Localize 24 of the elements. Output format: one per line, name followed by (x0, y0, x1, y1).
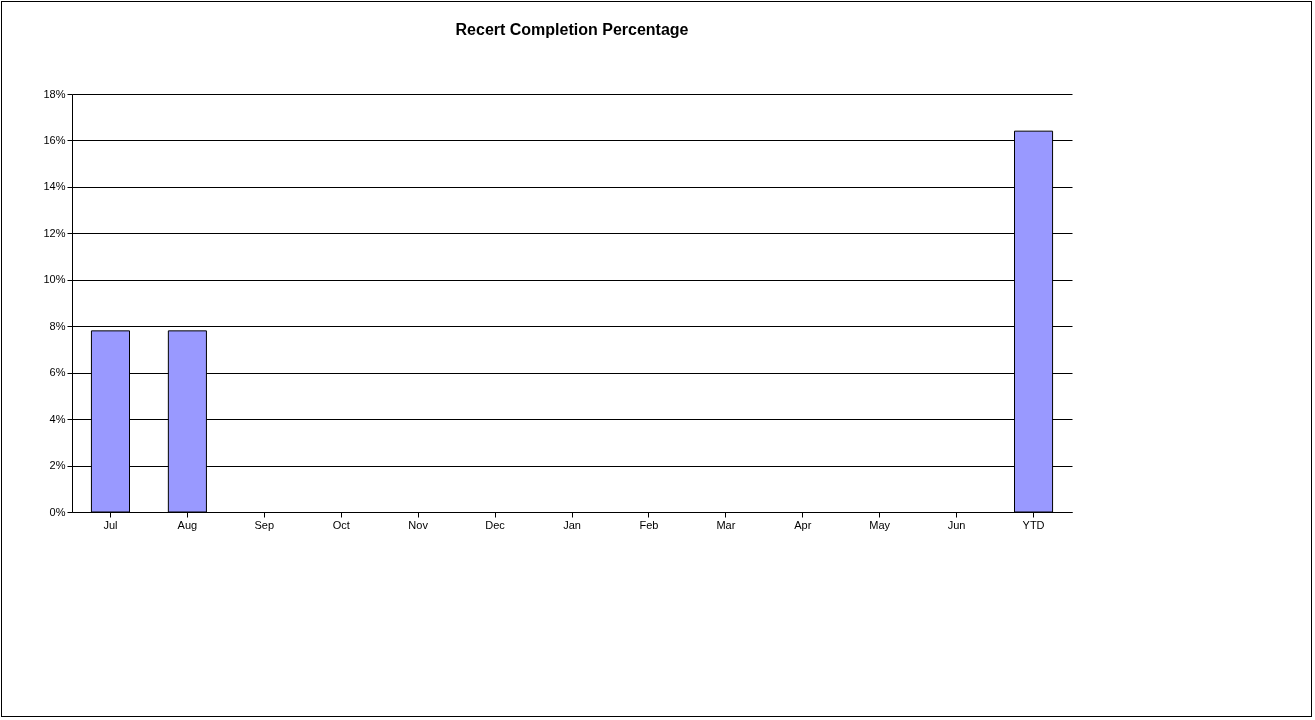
y-tick-label: 0% (49, 505, 66, 518)
y-tick-label: 12% (43, 226, 66, 239)
x-tick-label: YTD (1022, 518, 1045, 531)
chart-title: Recert Completion Percentage (455, 21, 689, 38)
x-tick-label: Oct (332, 518, 350, 531)
x-tick-label: Jul (103, 518, 118, 531)
y-tick-label: 6% (49, 366, 66, 379)
y-tick-label: 4% (49, 412, 66, 425)
y-tick-label: 14% (43, 180, 66, 193)
x-tick-label: May (869, 518, 891, 531)
x-tick-label: Jun (947, 518, 966, 531)
x-tick-label: Dec (485, 518, 506, 531)
x-tick-label: Sep (254, 518, 275, 531)
y-tick-label: 8% (49, 319, 66, 332)
y-tick-label: 10% (43, 273, 66, 286)
x-tick-label: Nov (408, 518, 429, 531)
y-tick-label: 18% (43, 87, 66, 100)
y-tick-label: 16% (43, 133, 66, 146)
y-tick-label: 2% (49, 459, 66, 472)
x-tick-label: Feb (639, 518, 659, 531)
x-tick-label: Apr (794, 518, 812, 531)
x-tick-label: Jan (563, 518, 581, 531)
x-tick-label: Mar (716, 518, 736, 531)
x-tick-label: Aug (177, 518, 198, 531)
